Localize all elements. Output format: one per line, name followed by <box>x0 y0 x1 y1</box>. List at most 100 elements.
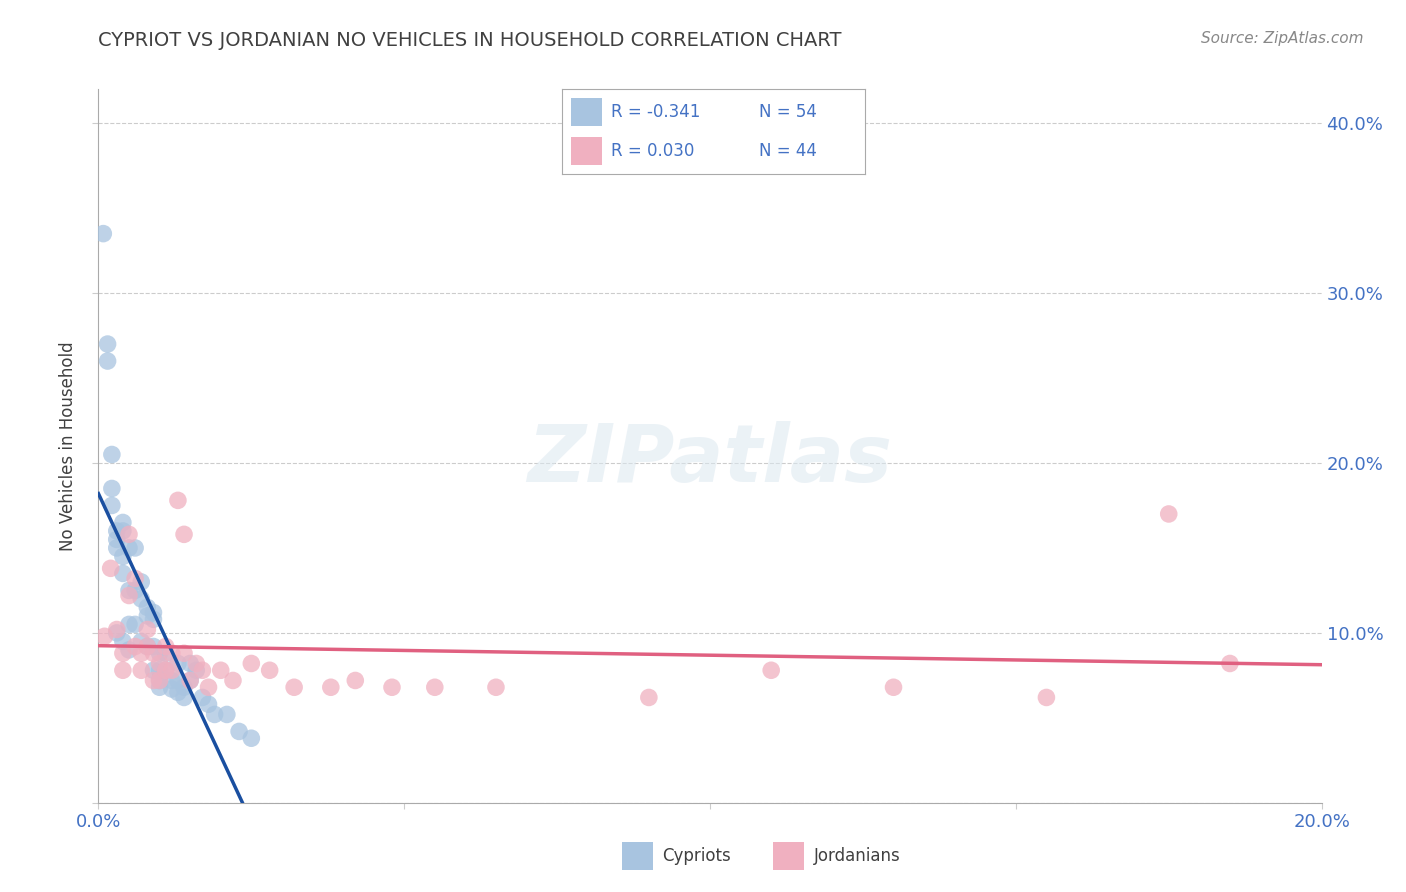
Point <box>283 680 305 694</box>
Point <box>149 673 172 688</box>
Point <box>191 663 214 677</box>
Point <box>142 640 165 654</box>
Text: N = 54: N = 54 <box>759 103 817 121</box>
Point <box>173 527 195 541</box>
Point <box>100 561 122 575</box>
Bar <box>773 842 804 870</box>
Point <box>149 673 172 688</box>
Point <box>173 680 195 694</box>
Bar <box>571 98 602 127</box>
Point <box>160 663 183 677</box>
Point <box>111 634 134 648</box>
Point <box>111 516 134 530</box>
Point <box>1157 507 1180 521</box>
Point <box>173 646 195 660</box>
Point <box>111 524 134 538</box>
Point <box>118 583 141 598</box>
Point <box>129 591 152 606</box>
Point <box>142 606 165 620</box>
Point <box>155 663 177 677</box>
Point <box>142 646 165 660</box>
Point <box>197 680 219 694</box>
Point <box>118 617 141 632</box>
Point <box>222 673 245 688</box>
Text: ZIPatlas: ZIPatlas <box>527 421 893 500</box>
Point <box>118 527 141 541</box>
Point <box>160 673 183 688</box>
Point <box>111 663 134 677</box>
Point <box>344 673 367 688</box>
Point <box>485 680 508 694</box>
Point <box>191 690 214 705</box>
Point <box>129 663 152 677</box>
Point <box>118 589 141 603</box>
Point <box>883 680 905 694</box>
Point <box>155 640 177 654</box>
Point <box>97 337 120 351</box>
Point <box>167 685 190 699</box>
Point <box>111 646 134 660</box>
Point <box>1035 690 1057 705</box>
Point <box>101 482 124 496</box>
Text: Cypriots: Cypriots <box>662 847 731 865</box>
Text: R = 0.030: R = 0.030 <box>610 142 695 160</box>
Point <box>118 541 141 555</box>
Point <box>129 634 152 648</box>
Point <box>118 643 141 657</box>
Point <box>228 724 250 739</box>
Point <box>179 673 201 688</box>
Point <box>204 707 226 722</box>
Point <box>111 549 134 564</box>
Point <box>167 673 190 688</box>
Point <box>240 657 263 671</box>
Point <box>136 623 159 637</box>
Point <box>160 646 183 660</box>
Bar <box>621 842 652 870</box>
Point <box>111 566 134 581</box>
Point <box>637 690 661 705</box>
Point <box>93 629 115 643</box>
Text: Jordanians: Jordanians <box>814 847 900 865</box>
Point <box>136 640 159 654</box>
Point <box>105 524 128 538</box>
Point <box>759 663 782 677</box>
Point <box>215 707 238 722</box>
Point <box>124 541 146 555</box>
Point <box>124 583 146 598</box>
Bar <box>571 136 602 165</box>
Point <box>259 663 281 677</box>
Point <box>173 690 195 705</box>
Point <box>101 499 124 513</box>
Point <box>105 623 128 637</box>
Point <box>105 541 128 555</box>
Point <box>105 533 128 547</box>
Point <box>155 663 177 677</box>
Point <box>142 612 165 626</box>
Point <box>423 680 446 694</box>
Point <box>101 448 124 462</box>
Point <box>124 617 146 632</box>
Point <box>381 680 404 694</box>
Point <box>197 698 219 712</box>
Point <box>142 663 165 677</box>
Point <box>155 646 177 660</box>
Point <box>136 608 159 623</box>
Text: CYPRIOT VS JORDANIAN NO VEHICLES IN HOUSEHOLD CORRELATION CHART: CYPRIOT VS JORDANIAN NO VEHICLES IN HOUS… <box>98 31 842 50</box>
Point <box>129 646 152 660</box>
Point <box>186 657 208 671</box>
Text: Source: ZipAtlas.com: Source: ZipAtlas.com <box>1201 31 1364 46</box>
Point <box>1219 657 1241 671</box>
Point <box>142 673 165 688</box>
Point <box>149 657 172 671</box>
Point <box>319 680 342 694</box>
Point <box>149 680 172 694</box>
Point <box>136 600 159 615</box>
Text: N = 44: N = 44 <box>759 142 817 160</box>
Point <box>179 657 201 671</box>
Point <box>124 572 146 586</box>
Point <box>149 663 172 677</box>
Text: R = -0.341: R = -0.341 <box>610 103 700 121</box>
Point <box>160 681 183 696</box>
Point <box>209 663 232 677</box>
Point <box>97 354 120 368</box>
